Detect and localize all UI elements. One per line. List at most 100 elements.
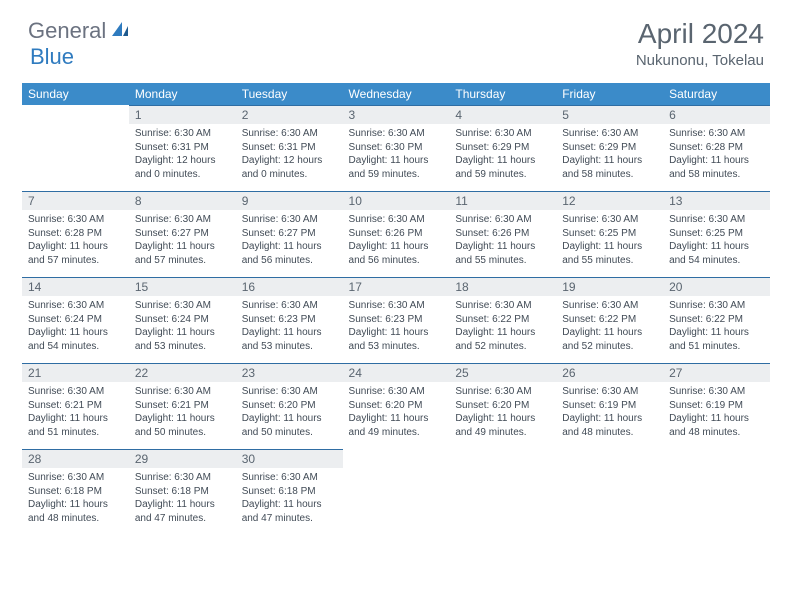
day-info: Sunrise: 6:30 AMSunset: 6:21 PMDaylight:…: [129, 382, 236, 443]
calendar-cell: 15Sunrise: 6:30 AMSunset: 6:24 PMDayligh…: [129, 277, 236, 363]
day-number: 18: [449, 277, 556, 296]
brand-sail-icon: [110, 20, 132, 43]
day-info: Sunrise: 6:30 AMSunset: 6:25 PMDaylight:…: [556, 210, 663, 271]
weekday-header: Sunday: [22, 83, 129, 105]
calendar-cell: [343, 449, 450, 535]
calendar-cell: 22Sunrise: 6:30 AMSunset: 6:21 PMDayligh…: [129, 363, 236, 449]
calendar-row: 7Sunrise: 6:30 AMSunset: 6:28 PMDaylight…: [22, 191, 770, 277]
calendar-row: 28Sunrise: 6:30 AMSunset: 6:18 PMDayligh…: [22, 449, 770, 535]
day-info: Sunrise: 6:30 AMSunset: 6:28 PMDaylight:…: [22, 210, 129, 271]
calendar-cell: 4Sunrise: 6:30 AMSunset: 6:29 PMDaylight…: [449, 105, 556, 191]
calendar-cell: 12Sunrise: 6:30 AMSunset: 6:25 PMDayligh…: [556, 191, 663, 277]
day-info: Sunrise: 6:30 AMSunset: 6:22 PMDaylight:…: [663, 296, 770, 357]
day-number: 17: [343, 277, 450, 296]
weekday-header: Monday: [129, 83, 236, 105]
calendar-cell: 13Sunrise: 6:30 AMSunset: 6:25 PMDayligh…: [663, 191, 770, 277]
calendar-cell: 20Sunrise: 6:30 AMSunset: 6:22 PMDayligh…: [663, 277, 770, 363]
calendar-cell: 25Sunrise: 6:30 AMSunset: 6:20 PMDayligh…: [449, 363, 556, 449]
weekday-header: Tuesday: [236, 83, 343, 105]
day-info: Sunrise: 6:30 AMSunset: 6:27 PMDaylight:…: [236, 210, 343, 271]
calendar-cell: 17Sunrise: 6:30 AMSunset: 6:23 PMDayligh…: [343, 277, 450, 363]
day-number: 29: [129, 449, 236, 468]
day-info: Sunrise: 6:30 AMSunset: 6:29 PMDaylight:…: [449, 124, 556, 185]
calendar-cell: 10Sunrise: 6:30 AMSunset: 6:26 PMDayligh…: [343, 191, 450, 277]
calendar-cell: 18Sunrise: 6:30 AMSunset: 6:22 PMDayligh…: [449, 277, 556, 363]
calendar-row: 21Sunrise: 6:30 AMSunset: 6:21 PMDayligh…: [22, 363, 770, 449]
day-number: 4: [449, 105, 556, 124]
calendar-cell: 11Sunrise: 6:30 AMSunset: 6:26 PMDayligh…: [449, 191, 556, 277]
day-number: 23: [236, 363, 343, 382]
day-number: 5: [556, 105, 663, 124]
calendar-cell: 28Sunrise: 6:30 AMSunset: 6:18 PMDayligh…: [22, 449, 129, 535]
day-number: 22: [129, 363, 236, 382]
day-info: Sunrise: 6:30 AMSunset: 6:25 PMDaylight:…: [663, 210, 770, 271]
calendar-cell: [22, 105, 129, 191]
day-info: Sunrise: 6:30 AMSunset: 6:24 PMDaylight:…: [129, 296, 236, 357]
day-number: 6: [663, 105, 770, 124]
day-info: Sunrise: 6:30 AMSunset: 6:26 PMDaylight:…: [343, 210, 450, 271]
day-number: 30: [236, 449, 343, 468]
weekday-header: Wednesday: [343, 83, 450, 105]
calendar-cell: 14Sunrise: 6:30 AMSunset: 6:24 PMDayligh…: [22, 277, 129, 363]
day-info: Sunrise: 6:30 AMSunset: 6:19 PMDaylight:…: [663, 382, 770, 443]
calendar-cell: 24Sunrise: 6:30 AMSunset: 6:20 PMDayligh…: [343, 363, 450, 449]
calendar-cell: 16Sunrise: 6:30 AMSunset: 6:23 PMDayligh…: [236, 277, 343, 363]
day-info: Sunrise: 6:30 AMSunset: 6:20 PMDaylight:…: [449, 382, 556, 443]
calendar-cell: 21Sunrise: 6:30 AMSunset: 6:21 PMDayligh…: [22, 363, 129, 449]
day-number: 7: [22, 191, 129, 210]
calendar-table: SundayMondayTuesdayWednesdayThursdayFrid…: [22, 83, 770, 535]
day-info: Sunrise: 6:30 AMSunset: 6:26 PMDaylight:…: [449, 210, 556, 271]
brand-text-general: General: [28, 18, 106, 44]
calendar-cell: 6Sunrise: 6:30 AMSunset: 6:28 PMDaylight…: [663, 105, 770, 191]
day-number: 15: [129, 277, 236, 296]
day-number: 16: [236, 277, 343, 296]
calendar-cell: 7Sunrise: 6:30 AMSunset: 6:28 PMDaylight…: [22, 191, 129, 277]
header-right: April 2024 Nukunonu, Tokelau: [636, 18, 764, 69]
calendar-body: 1Sunrise: 6:30 AMSunset: 6:31 PMDaylight…: [22, 105, 770, 535]
weekday-header: Saturday: [663, 83, 770, 105]
day-number: 2: [236, 105, 343, 124]
day-number: 25: [449, 363, 556, 382]
day-info: Sunrise: 6:30 AMSunset: 6:28 PMDaylight:…: [663, 124, 770, 185]
calendar-cell: [556, 449, 663, 535]
day-info: Sunrise: 6:30 AMSunset: 6:31 PMDaylight:…: [236, 124, 343, 185]
day-info: Sunrise: 6:30 AMSunset: 6:20 PMDaylight:…: [343, 382, 450, 443]
day-info: Sunrise: 6:30 AMSunset: 6:29 PMDaylight:…: [556, 124, 663, 185]
day-info: Sunrise: 6:30 AMSunset: 6:23 PMDaylight:…: [343, 296, 450, 357]
brand-text-blue: Blue: [30, 44, 74, 70]
day-number: 28: [22, 449, 129, 468]
location-label: Nukunonu, Tokelau: [636, 52, 764, 69]
calendar-cell: 1Sunrise: 6:30 AMSunset: 6:31 PMDaylight…: [129, 105, 236, 191]
calendar-cell: 9Sunrise: 6:30 AMSunset: 6:27 PMDaylight…: [236, 191, 343, 277]
day-number: 13: [663, 191, 770, 210]
day-number: 9: [236, 191, 343, 210]
calendar-cell: 3Sunrise: 6:30 AMSunset: 6:30 PMDaylight…: [343, 105, 450, 191]
day-info: Sunrise: 6:30 AMSunset: 6:27 PMDaylight:…: [129, 210, 236, 271]
day-number: 1: [129, 105, 236, 124]
weekday-header: Thursday: [449, 83, 556, 105]
day-info: Sunrise: 6:30 AMSunset: 6:23 PMDaylight:…: [236, 296, 343, 357]
calendar-cell: 19Sunrise: 6:30 AMSunset: 6:22 PMDayligh…: [556, 277, 663, 363]
day-number: 11: [449, 191, 556, 210]
day-info: Sunrise: 6:30 AMSunset: 6:18 PMDaylight:…: [129, 468, 236, 529]
calendar-cell: 27Sunrise: 6:30 AMSunset: 6:19 PMDayligh…: [663, 363, 770, 449]
day-number: 20: [663, 277, 770, 296]
day-number: 12: [556, 191, 663, 210]
day-number: 26: [556, 363, 663, 382]
calendar-row: 14Sunrise: 6:30 AMSunset: 6:24 PMDayligh…: [22, 277, 770, 363]
day-number: 3: [343, 105, 450, 124]
calendar-cell: 2Sunrise: 6:30 AMSunset: 6:31 PMDaylight…: [236, 105, 343, 191]
calendar-cell: 30Sunrise: 6:30 AMSunset: 6:18 PMDayligh…: [236, 449, 343, 535]
day-info: Sunrise: 6:30 AMSunset: 6:31 PMDaylight:…: [129, 124, 236, 185]
calendar-header-row: SundayMondayTuesdayWednesdayThursdayFrid…: [22, 83, 770, 105]
day-info: Sunrise: 6:30 AMSunset: 6:20 PMDaylight:…: [236, 382, 343, 443]
day-info: Sunrise: 6:30 AMSunset: 6:22 PMDaylight:…: [556, 296, 663, 357]
calendar-cell: 26Sunrise: 6:30 AMSunset: 6:19 PMDayligh…: [556, 363, 663, 449]
day-info: Sunrise: 6:30 AMSunset: 6:21 PMDaylight:…: [22, 382, 129, 443]
day-number: 19: [556, 277, 663, 296]
day-number: 14: [22, 277, 129, 296]
day-number: 8: [129, 191, 236, 210]
day-number: 21: [22, 363, 129, 382]
day-number: 27: [663, 363, 770, 382]
weekday-header: Friday: [556, 83, 663, 105]
